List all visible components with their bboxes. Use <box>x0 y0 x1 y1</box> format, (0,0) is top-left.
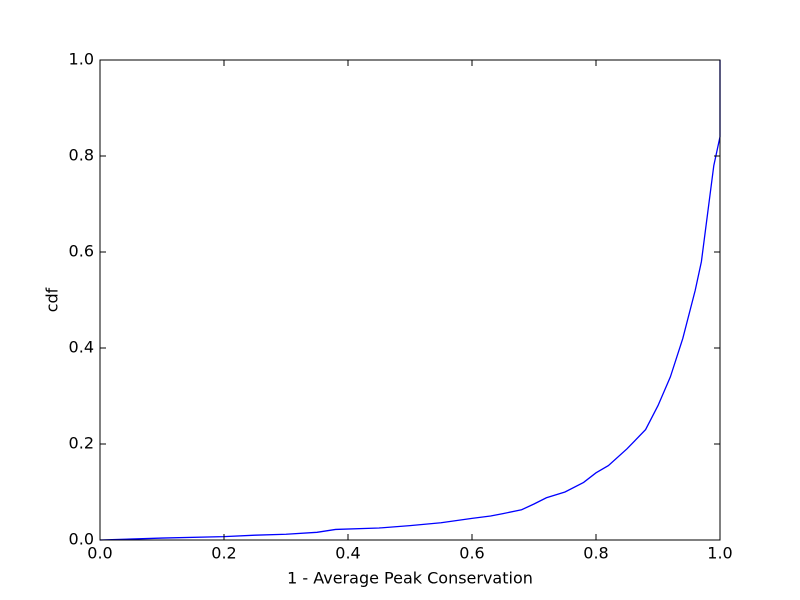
plot-frame <box>99 59 721 541</box>
y-tick-label: 0.0 <box>69 530 94 549</box>
x-tick-label: 0.6 <box>459 544 484 563</box>
x-tick-label: 0.4 <box>335 544 360 563</box>
y-axis-label: cdf <box>43 287 62 312</box>
data-line <box>99 60 721 541</box>
y-tick-label: 1.0 <box>69 50 94 69</box>
x-tick-label: 0.2 <box>211 544 236 563</box>
x-tick-label: 1.0 <box>707 544 732 563</box>
x-tick-label: 0.8 <box>583 544 608 563</box>
y-tick-label: 0.6 <box>69 242 94 261</box>
y-tick-label: 0.4 <box>69 338 94 357</box>
y-tick-label: 0.2 <box>69 434 94 453</box>
y-tick-label: 0.8 <box>69 146 94 165</box>
x-axis-label: 1 - Average Peak Conservation <box>287 569 533 588</box>
x-tick-label: 0.0 <box>87 544 112 563</box>
